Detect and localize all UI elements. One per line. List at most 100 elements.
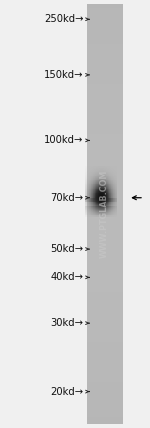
Bar (88, 185, 89, 186)
Bar (87, 162, 123, 163)
Bar (113, 208, 114, 209)
Bar (91, 205, 92, 206)
Bar (98, 185, 99, 186)
Bar (87, 11, 123, 13)
Bar (106, 215, 107, 216)
Bar (111, 216, 112, 217)
Bar (115, 178, 116, 179)
Bar (105, 170, 106, 171)
Bar (108, 187, 109, 188)
Bar (87, 346, 123, 348)
Bar (111, 192, 112, 193)
Bar (88, 216, 89, 217)
Bar (93, 205, 94, 206)
Bar (91, 193, 92, 194)
Bar (114, 212, 115, 213)
Bar (97, 191, 98, 192)
Bar (107, 198, 108, 199)
Bar (92, 205, 93, 206)
Bar (116, 181, 117, 182)
Bar (113, 212, 114, 213)
Bar (86, 177, 87, 178)
Bar (114, 182, 115, 183)
Bar (100, 203, 101, 204)
Bar (90, 216, 91, 217)
Bar (104, 213, 105, 214)
Bar (100, 167, 101, 168)
Bar (103, 185, 104, 186)
Bar (91, 210, 92, 211)
Bar (111, 188, 112, 189)
Bar (98, 211, 99, 212)
Bar (94, 209, 95, 210)
Bar (85, 215, 86, 216)
Bar (87, 281, 123, 283)
Bar (97, 212, 98, 213)
Bar (109, 214, 110, 215)
Bar (100, 210, 101, 211)
Bar (98, 213, 99, 214)
Bar (109, 182, 110, 183)
Bar (87, 396, 123, 398)
Bar (87, 350, 123, 352)
Bar (98, 200, 99, 201)
Bar (89, 216, 90, 217)
Bar (109, 211, 110, 212)
Bar (103, 208, 104, 209)
Bar (112, 193, 113, 194)
Bar (91, 179, 92, 180)
Bar (87, 265, 123, 266)
Bar (89, 198, 90, 199)
Bar (113, 215, 114, 216)
Bar (108, 195, 109, 196)
Bar (88, 206, 89, 207)
Bar (96, 179, 97, 180)
Bar (107, 198, 108, 199)
Bar (92, 185, 93, 186)
Bar (87, 195, 88, 196)
Bar (93, 201, 94, 202)
Bar (108, 198, 109, 199)
Bar (93, 216, 94, 217)
Bar (100, 190, 101, 191)
Bar (114, 201, 115, 202)
Bar (106, 203, 107, 204)
Bar (96, 201, 97, 202)
Bar (86, 178, 87, 179)
Bar (111, 174, 112, 175)
Bar (105, 167, 106, 168)
Bar (104, 212, 105, 213)
Bar (106, 200, 107, 201)
Bar (116, 199, 117, 200)
Bar (85, 202, 86, 203)
Bar (103, 210, 104, 211)
Bar (111, 213, 112, 214)
Bar (100, 171, 101, 172)
Bar (110, 191, 111, 192)
Bar (87, 116, 123, 118)
Bar (113, 206, 114, 207)
Bar (95, 211, 96, 212)
Bar (115, 206, 116, 207)
Bar (100, 184, 101, 185)
Bar (110, 183, 111, 184)
Bar (87, 189, 88, 190)
Bar (99, 200, 100, 201)
Bar (110, 184, 111, 185)
Bar (91, 177, 92, 178)
Bar (98, 210, 99, 211)
Bar (116, 211, 117, 212)
Bar (114, 207, 115, 208)
Bar (107, 211, 108, 212)
Bar (106, 205, 107, 206)
Bar (98, 202, 99, 203)
Bar (102, 174, 103, 175)
Bar (99, 192, 100, 193)
Bar (88, 212, 89, 213)
Bar (88, 194, 89, 195)
Bar (92, 196, 93, 197)
Bar (106, 178, 107, 179)
Bar (116, 184, 117, 185)
Bar (87, 327, 123, 330)
Bar (103, 207, 104, 208)
